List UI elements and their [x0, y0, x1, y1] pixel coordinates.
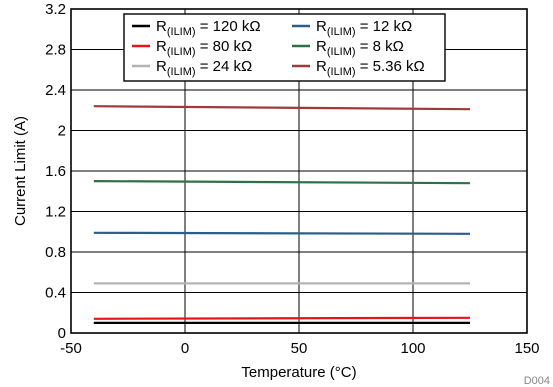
y-tick-label: 0.8 [45, 244, 66, 261]
x-tick-label: 100 [400, 340, 425, 357]
series-line [93, 316, 471, 320]
x-axis-label: Temperature (°C) [241, 364, 356, 381]
y-tick-label: 0.4 [45, 285, 66, 302]
x-tick-labels: -50 0 50 100 150 [60, 340, 539, 357]
series-line [93, 180, 471, 185]
y-axis-label: Current Limit (A) [12, 116, 29, 226]
x-tick-label: -50 [60, 340, 82, 357]
legend-entry: R(ILIM) = 24 kΩ [156, 58, 252, 78]
series-line [93, 231, 471, 235]
legend-entry: R(ILIM) = 5.36 kΩ [316, 58, 425, 78]
footnote: D004 [524, 375, 550, 387]
legend-box [123, 13, 446, 82]
y-tick-labels: 0 0.4 0.8 1.2 1.6 2 2.4 2.8 3.2 [45, 1, 66, 342]
legend-entry: R(ILIM) = 80 kΩ [156, 38, 252, 58]
series-line [93, 105, 471, 111]
legend-entry: R(ILIM) = 12 kΩ [316, 18, 412, 38]
legend-entry: R(ILIM) = 8 kΩ [316, 38, 404, 58]
plot-frame [70, 8, 528, 334]
y-tick-label: 2.8 [45, 42, 66, 59]
y-tick-label: 2.4 [45, 82, 66, 99]
series-lines [93, 105, 471, 324]
legend: R(ILIM) = 120 kΩR(ILIM) = 80 kΩR(ILIM) =… [123, 13, 446, 82]
legend-entry: R(ILIM) = 120 kΩ [156, 18, 261, 38]
y-tick-label: 1.6 [45, 163, 66, 180]
x-tick-label: 150 [514, 340, 539, 357]
x-tick-label: 0 [181, 340, 189, 357]
x-tick-label: 50 [291, 340, 308, 357]
y-tick-label: 1.2 [45, 204, 66, 221]
y-tick-label: 0 [58, 325, 66, 342]
y-tick-label: 2 [58, 123, 66, 140]
y-tick-label: 3.2 [45, 1, 66, 18]
